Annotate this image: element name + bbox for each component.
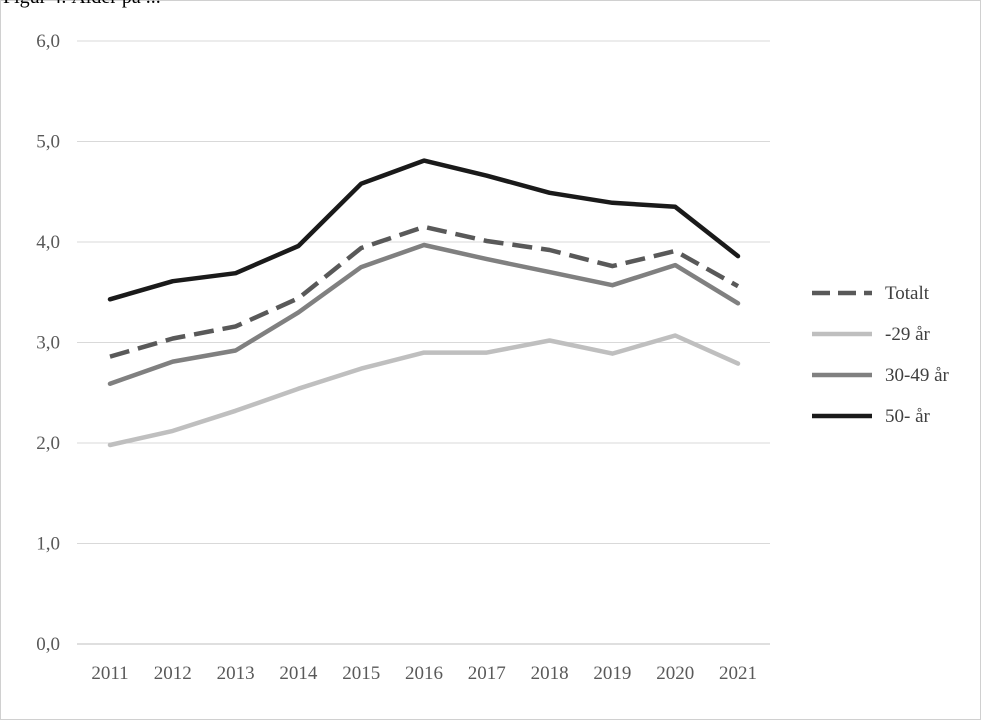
y-tick-label: 3,0: [36, 333, 60, 354]
series-lines: [110, 161, 738, 445]
x-tick-label: 2019: [593, 663, 631, 684]
legend-label: 50- år: [885, 406, 931, 427]
y-tick-label: 2,0: [36, 433, 60, 454]
y-tick-label: 5,0: [36, 132, 60, 153]
series-line-30-49-r: [110, 245, 738, 384]
x-tick-label: 2014: [279, 663, 318, 684]
x-tick-label: 2018: [531, 663, 569, 684]
x-tick-label: 2017: [468, 663, 506, 684]
x-tick-label: 2020: [656, 663, 694, 684]
y-tick-label: 0,0: [36, 634, 60, 655]
x-tick-label: 2011: [91, 663, 128, 684]
series-line-29-r: [110, 336, 738, 446]
y-axis-ticks: 0,0 1,0 2,0 3,0 4,0 5,0 6,0: [36, 31, 60, 655]
gridlines: [77, 41, 770, 644]
x-tick-label: 2016: [405, 663, 443, 684]
y-tick-label: 1,0: [36, 534, 60, 555]
legend-label: Totalt: [885, 283, 930, 304]
x-tick-label: 2012: [154, 663, 192, 684]
y-tick-label: 4,0: [36, 232, 60, 253]
y-tick-label: 6,0: [36, 31, 60, 52]
series-line-50-r: [110, 161, 738, 300]
x-tick-label: 2013: [217, 663, 255, 684]
legend: Totalt -29 år 30-49 år 50- år: [812, 283, 950, 427]
x-tick-label: 2021: [719, 663, 757, 684]
x-axis-ticks: 2011 2012 2013 2014 2015 2016 2017 2018 2019 2020…: [91, 663, 757, 684]
legend-label: -29 år: [885, 324, 931, 345]
x-tick-label: 2015: [342, 663, 380, 684]
line-chart: 0,01,02,03,04,05,06,0 2011 2012 2013 2014 20…: [0, 0, 983, 693]
legend-label: 30-49 år: [885, 365, 950, 386]
